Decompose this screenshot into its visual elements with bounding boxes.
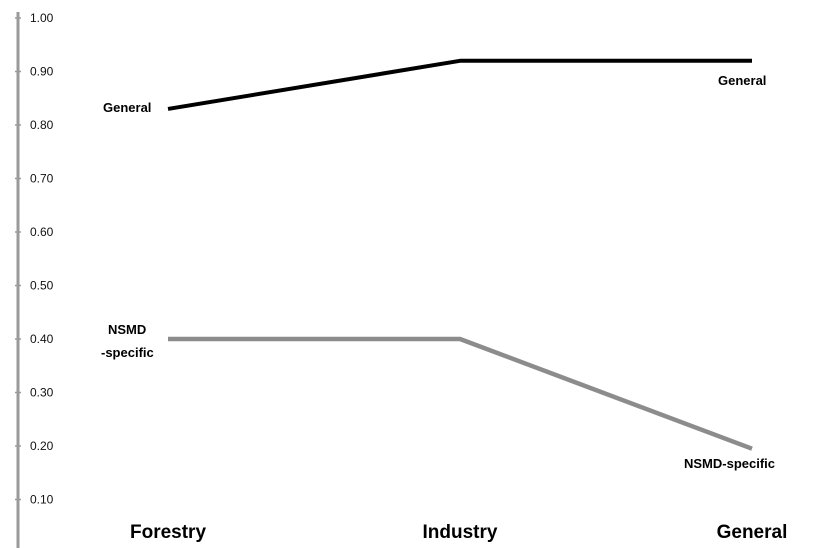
series-label-nsmd-start-line2: -specific [101,345,154,360]
y-tick-label: 0.60 [30,225,54,239]
series-line-general [167,58,752,111]
y-tick-label: 0.50 [30,279,54,293]
y-tick-label: 0.40 [30,332,54,346]
y-tick-label: 0.30 [30,386,54,400]
category-label-forestry: Forestry [130,522,206,543]
series-labels: General General NSMD -specific NSMD-spec… [101,73,775,471]
y-tick-label: 0.90 [30,65,54,79]
y-tick-label: 0.70 [30,172,54,186]
series-label-general-end: General [718,73,766,88]
y-tick-label: 0.80 [30,118,54,132]
y-tick-label: 0.10 [30,493,54,507]
y-tick-label: 0.20 [30,439,54,453]
series-label-nsmd-start-line1: NSMD [108,322,146,337]
series-lines [167,58,753,451]
series-label-general-start: General [103,100,151,115]
x-category-labels: Forestry Industry General [130,522,787,543]
series-label-nsmd-end: NSMD-specific [684,456,775,471]
category-label-general: General [717,522,788,543]
y-tick-label: 1.00 [30,11,54,25]
y-ticks: 1.00 0.90 0.80 0.70 0.60 0.50 0.40 0.30 0.20 0.10 [15,11,54,507]
category-label-industry: Industry [423,522,498,543]
series-line-nsmd-specific [168,336,753,451]
